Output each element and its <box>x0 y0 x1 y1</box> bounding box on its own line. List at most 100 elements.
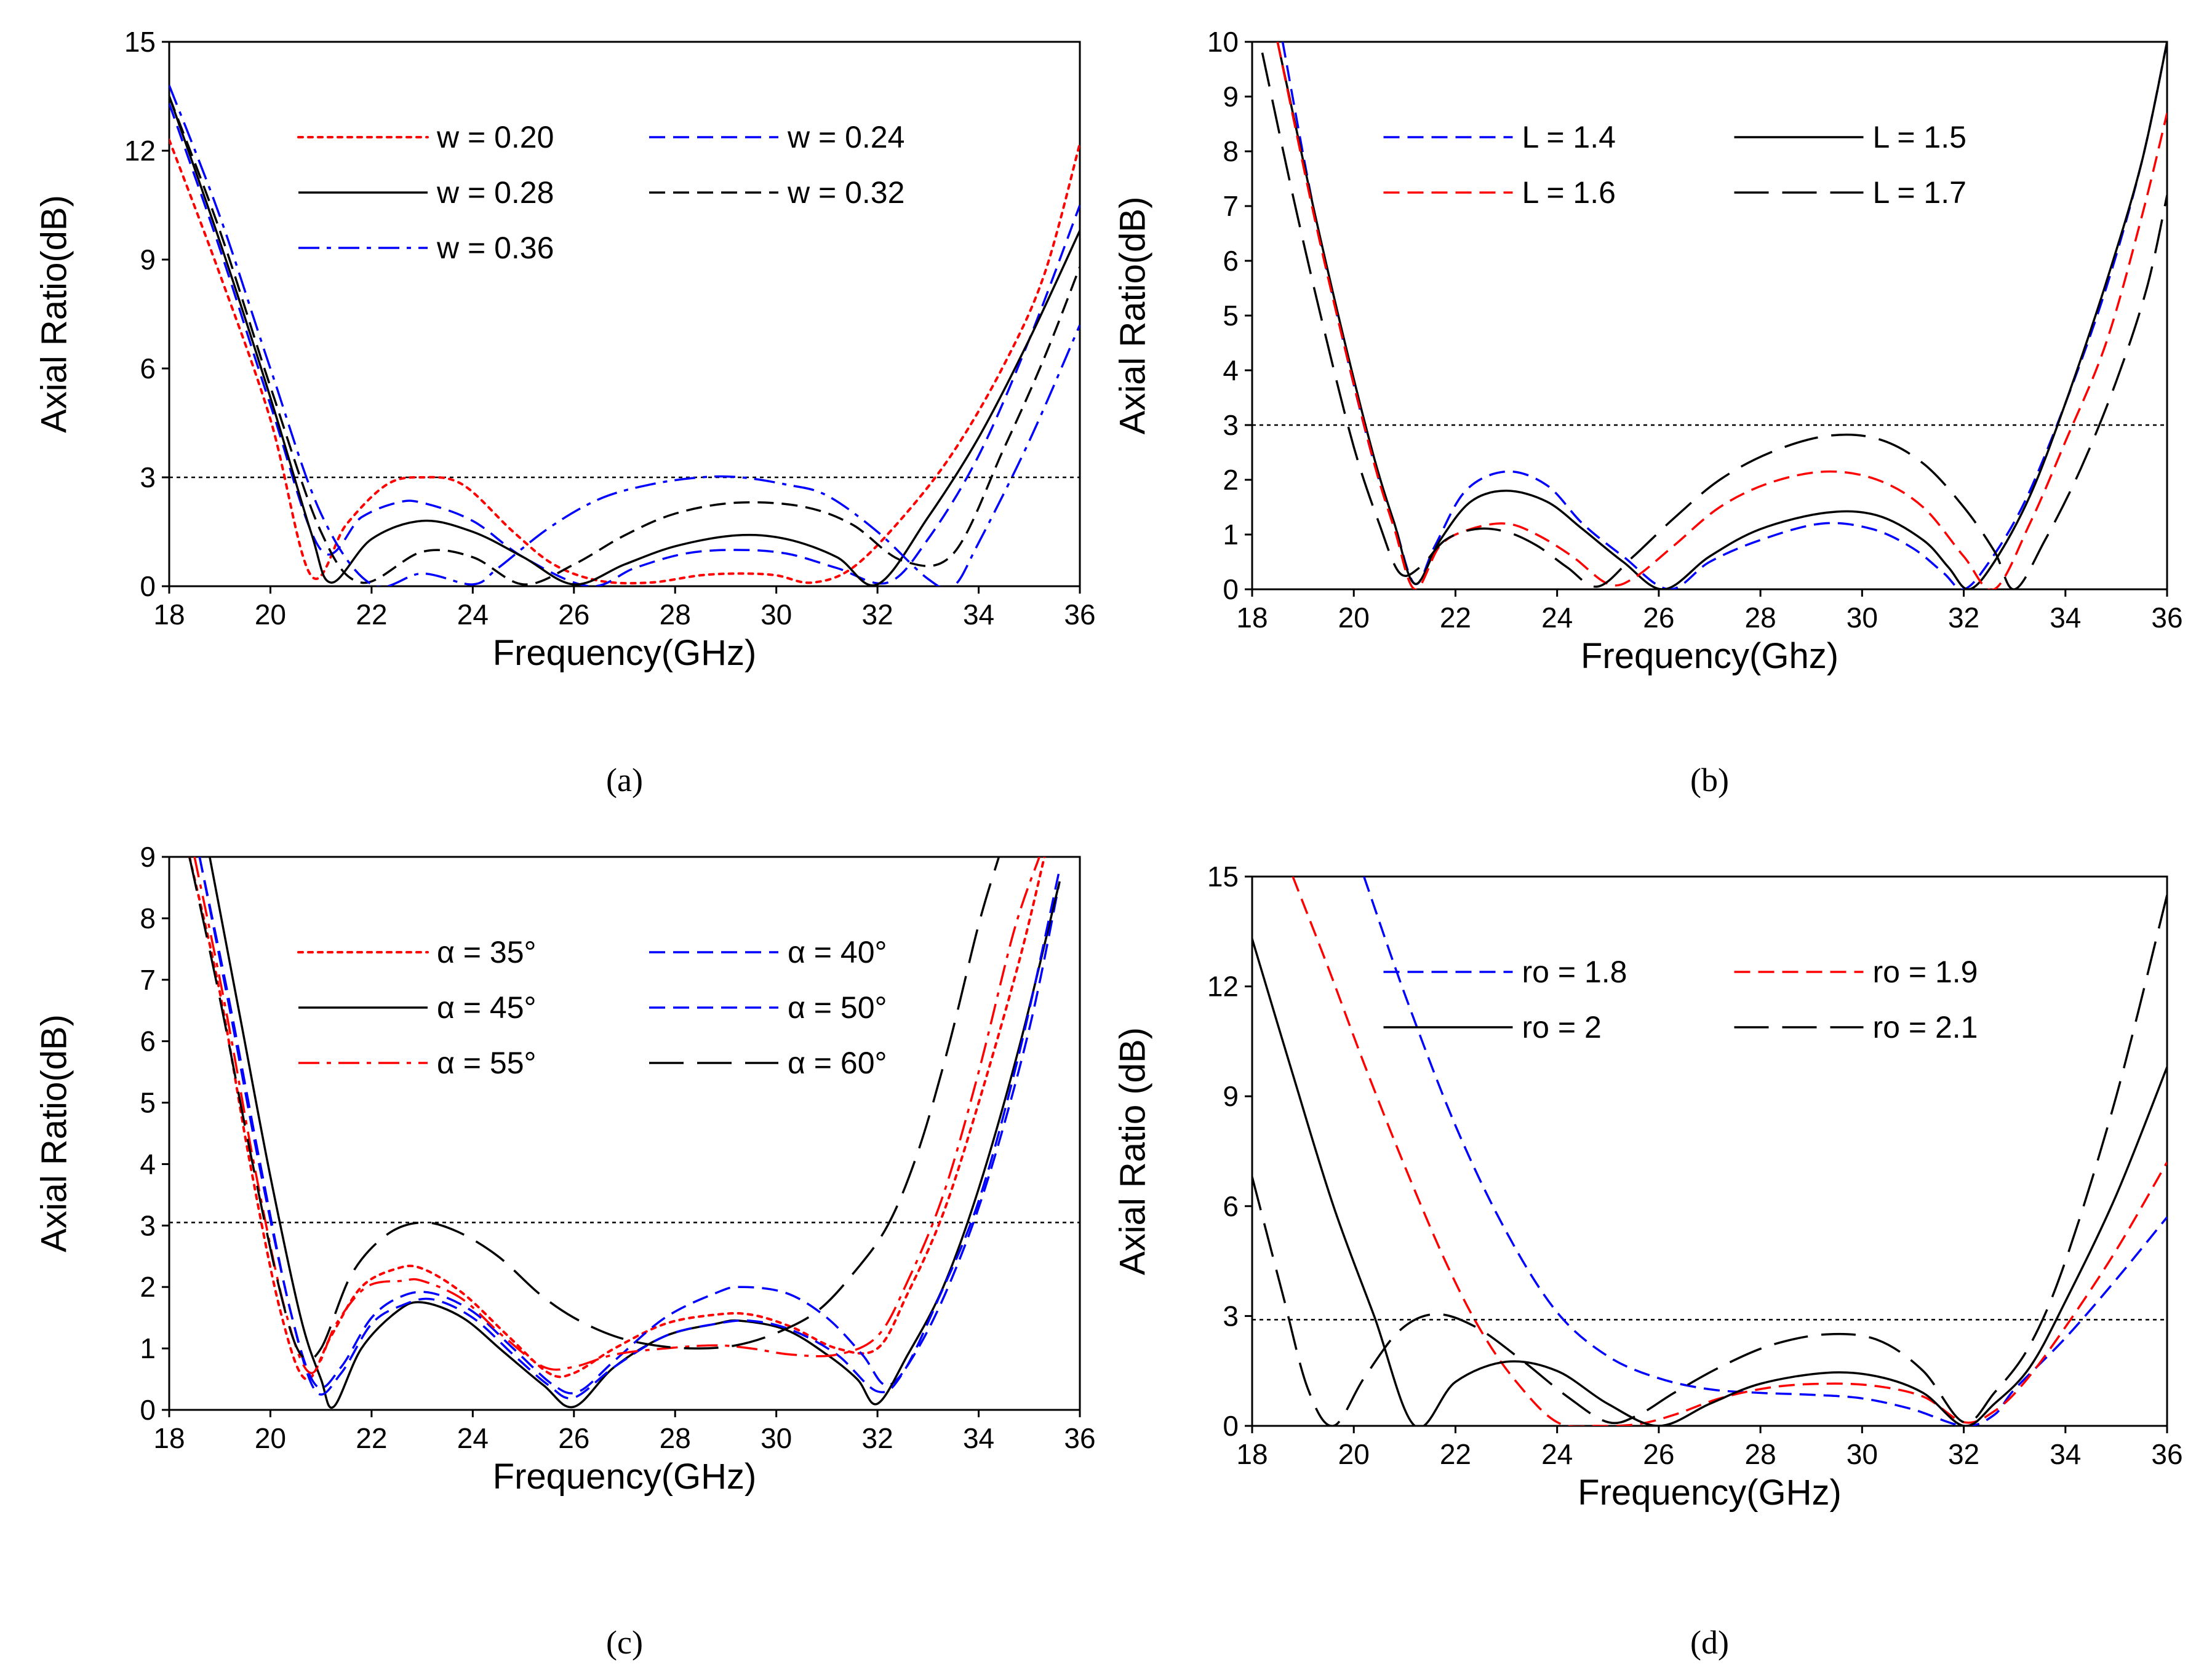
legend-label: α = 40° <box>788 935 887 969</box>
y-tick-label: 3 <box>140 461 156 493</box>
x-tick-label: 26 <box>1643 602 1674 634</box>
panel-label: (d) <box>1690 1624 1729 1661</box>
legend-label: α = 50° <box>788 990 887 1025</box>
series-line <box>188 857 1046 1381</box>
x-tick-label: 28 <box>660 1422 691 1454</box>
y-tick-label: 7 <box>140 964 156 996</box>
legend: ro = 1.8 ro = 1.9 ro = 2 ro = 2.1 <box>1383 955 1978 1044</box>
x-tick-label: 18 <box>1236 1438 1268 1470</box>
y-tick-label: 9 <box>140 841 156 873</box>
legend-label: w = 0.20 <box>436 120 554 154</box>
series-line <box>1276 42 2167 589</box>
series-line <box>198 857 1061 1399</box>
x-axis-title: Frequency(GHz) <box>493 1457 757 1497</box>
y-tick-label: 4 <box>1223 354 1239 386</box>
legend-label: L = 1.4 <box>1522 120 1616 154</box>
series-line <box>1252 938 2167 1426</box>
plot-area <box>1261 42 2167 589</box>
series-line <box>1363 877 2167 1426</box>
legend-label: w = 0.36 <box>436 231 554 265</box>
x-tick-label: 30 <box>761 1422 792 1454</box>
y-tick-label: 15 <box>124 26 156 58</box>
x-tick-label: 24 <box>457 599 489 631</box>
x-tick-label: 18 <box>1236 602 1268 634</box>
x-tick-label: 36 <box>1064 1422 1095 1454</box>
x-tick-label: 20 <box>1338 1438 1370 1470</box>
x-tick-label: 36 <box>1064 599 1095 631</box>
legend-label: ro = 2 <box>1522 1010 1602 1044</box>
x-tick-label: 34 <box>2050 602 2081 634</box>
x-tick-label: 20 <box>1338 602 1370 634</box>
panel-label: (c) <box>606 1624 643 1661</box>
y-tick-label: 0 <box>1223 1410 1239 1442</box>
y-tick-label: 0 <box>140 570 156 602</box>
x-tick-label: 24 <box>457 1422 489 1454</box>
x-tick-label: 26 <box>558 599 589 631</box>
y-tick-label: 0 <box>1223 573 1239 605</box>
y-tick-label: 2 <box>1223 464 1239 496</box>
y-tick-label: 6 <box>140 352 156 384</box>
legend-label: ro = 1.8 <box>1522 955 1627 989</box>
x-tick-label: 20 <box>255 599 286 631</box>
x-tick-label: 28 <box>1745 1438 1776 1470</box>
y-tick-label: 9 <box>1223 81 1239 113</box>
x-tick-label: 32 <box>862 1422 893 1454</box>
legend-label: α = 55° <box>437 1046 537 1080</box>
legend-label: L = 1.6 <box>1522 175 1616 210</box>
legend-label: ro = 2.1 <box>1873 1010 1978 1044</box>
x-tick-label: 26 <box>1643 1438 1674 1470</box>
y-tick-label: 10 <box>1207 26 1239 58</box>
legend-label: ro = 1.9 <box>1873 955 1978 989</box>
legend-label: w = 0.24 <box>787 120 904 154</box>
chart-panel-d: 18 20 22 24 26 28 30 32 34 3603691215Frequency(GH… <box>1112 861 2182 1661</box>
x-tick-label: 24 <box>1541 1438 1573 1470</box>
legend-label: L = 1.7 <box>1873 175 1966 210</box>
x-tick-label: 28 <box>660 599 691 631</box>
legend: L = 1.4 L = 1.5 L = 1.6 L = 1.7 <box>1383 120 1966 210</box>
x-tick-label: 24 <box>1541 602 1573 634</box>
legend: α = 35° α = 40° α = 45° α = 50° α = 55° α = 6… <box>297 935 887 1080</box>
series-line <box>169 85 1080 586</box>
legend: w = 0.20 w = 0.24 w = 0.28 w = 0.32 w = 0.36 <box>297 120 904 265</box>
y-tick-label: 4 <box>140 1148 156 1180</box>
x-tick-label: 30 <box>761 599 792 631</box>
series-line <box>169 95 1080 586</box>
legend-label: L = 1.5 <box>1873 120 1966 154</box>
x-tick-label: 22 <box>356 1422 387 1454</box>
x-tick-label: 20 <box>255 1422 286 1454</box>
y-tick-label: 8 <box>140 902 156 934</box>
y-tick-label: 5 <box>140 1087 156 1119</box>
panel-label: (b) <box>1690 762 1729 798</box>
x-tick-label: 22 <box>356 599 387 631</box>
x-tick-label: 26 <box>558 1422 589 1454</box>
x-tick-label: 36 <box>2151 602 2182 634</box>
x-tick-label: 18 <box>153 599 185 631</box>
y-axis-title: Axial Ratio(dB) <box>1112 197 1152 435</box>
chart-panel-a: 18 20 22 24 26 28 30 32 34 3603691215Frequency(GH… <box>34 26 1095 798</box>
chart-panel-c: 18 20 22 24 26 28 30 32 34 360123456789Frequency(… <box>34 841 1095 1661</box>
y-axis-title: Axial Ratio(dB) <box>34 195 74 433</box>
x-tick-label: 32 <box>1948 602 1979 634</box>
x-tick-label: 28 <box>1745 602 1776 634</box>
series-line <box>169 95 1080 586</box>
legend-label: w = 0.32 <box>787 175 904 210</box>
series-line <box>1261 52 2167 589</box>
x-tick-label: 32 <box>1948 1438 1979 1470</box>
x-axis-title: Frequency(GHz) <box>493 633 757 673</box>
y-tick-label: 3 <box>140 1209 156 1241</box>
series-line <box>1292 877 2167 1426</box>
y-tick-label: 5 <box>1223 300 1239 332</box>
y-axis-title: Axial Ratio (dB) <box>1112 1027 1152 1275</box>
x-tick-label: 34 <box>963 599 994 631</box>
y-tick-label: 15 <box>1207 861 1239 893</box>
legend-label: α = 45° <box>437 990 537 1025</box>
x-tick-label: 30 <box>1847 1438 1878 1470</box>
plot-frame <box>168 856 1081 1411</box>
y-tick-label: 12 <box>1207 971 1239 1003</box>
plot-area <box>188 857 1061 1409</box>
y-tick-label: 6 <box>1223 1190 1239 1222</box>
y-tick-label: 7 <box>1223 190 1239 222</box>
series-line <box>1276 42 2167 589</box>
panel-label: (a) <box>606 762 643 798</box>
